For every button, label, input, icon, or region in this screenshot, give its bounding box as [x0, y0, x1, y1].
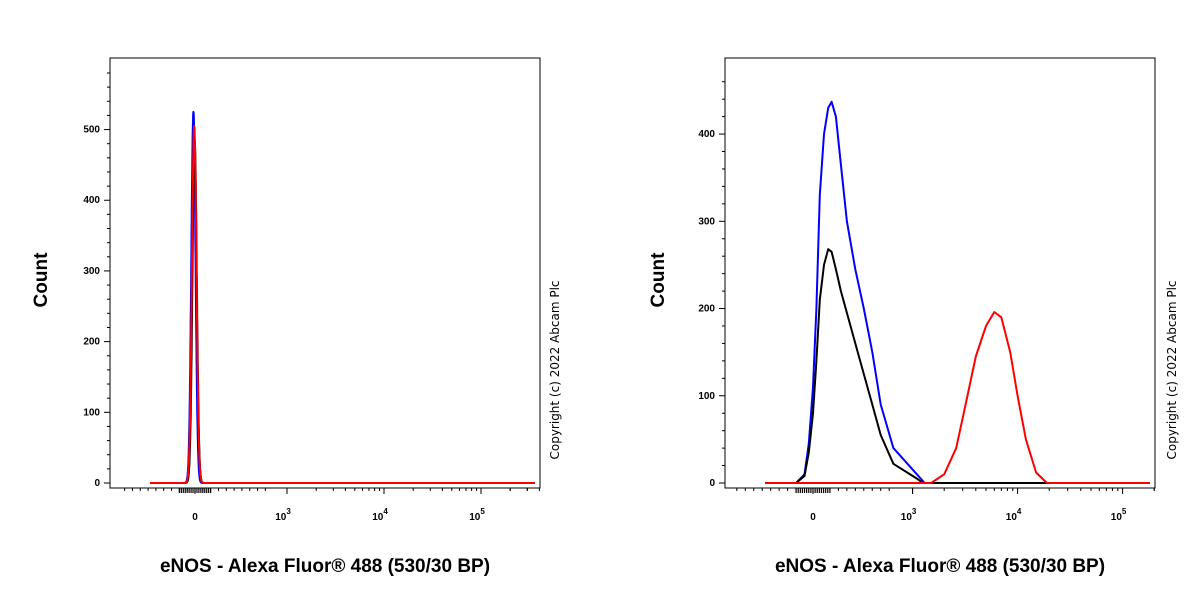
x-tick-label: 0	[192, 512, 198, 523]
y-tick-label: 300	[698, 216, 715, 227]
left-histogram-panel: 0 100 200 300 400 500 0 103 104 105 Count eNOS -…	[31, 57, 562, 577]
y-tick-label: 0	[709, 478, 715, 489]
left-plot-frame	[109, 57, 541, 489]
y-tick-label: 300	[83, 266, 100, 277]
right-y-ticks: 0 100 200 300 400	[698, 81, 725, 489]
y-tick-label: 0	[94, 478, 100, 489]
y-tick-label: 500	[83, 125, 100, 136]
histogram-series-line	[150, 125, 535, 484]
y-tick-label: 200	[698, 304, 715, 315]
x-tick-label: 104	[372, 507, 388, 523]
right-x-ticks: 0 103 104 105	[736, 488, 1155, 523]
y-tick-label: 400	[698, 129, 715, 140]
y-tick-label: 400	[83, 195, 100, 206]
right-copyright: Copyright (c) 2022 Abcam Plc	[1165, 280, 1179, 459]
histogram-series-line	[150, 139, 535, 484]
x-tick-label: 105	[1111, 507, 1127, 523]
y-tick-label: 100	[698, 391, 715, 402]
histogram-series-line	[765, 248, 1150, 484]
left-copyright: Copyright (c) 2022 Abcam Plc	[548, 280, 562, 459]
x-tick-label: 104	[1006, 507, 1022, 523]
y-tick-label: 200	[83, 337, 100, 348]
left-y-ticks: 0 100 200 300 400 500	[83, 72, 110, 489]
x-tick-label: 0	[810, 512, 816, 523]
x-tick-label: 103	[901, 507, 917, 523]
right-histogram-panel: 0 100 200 300 400 0 103 104 105 Count eNOS - Al…	[648, 57, 1179, 577]
right-y-axis-title: Count	[648, 252, 669, 308]
x-tick-label: 105	[469, 507, 485, 523]
right-series	[765, 100, 1150, 484]
y-tick-label: 100	[83, 407, 100, 418]
histogram-series-line	[765, 100, 1150, 484]
histogram-series-line	[150, 110, 535, 484]
right-x-axis-title: eNOS - Alexa Fluor® 488 (530/30 BP)	[775, 556, 1105, 577]
left-x-axis-title: eNOS - Alexa Fluor® 488 (530/30 BP)	[160, 556, 490, 577]
histogram-series-line	[765, 311, 1150, 484]
left-series	[150, 110, 535, 484]
left-x-ticks: 0 103 104 105	[124, 488, 540, 523]
right-plot-frame	[724, 57, 1156, 489]
left-y-axis-title: Count	[31, 252, 52, 308]
x-tick-label: 103	[275, 507, 291, 523]
